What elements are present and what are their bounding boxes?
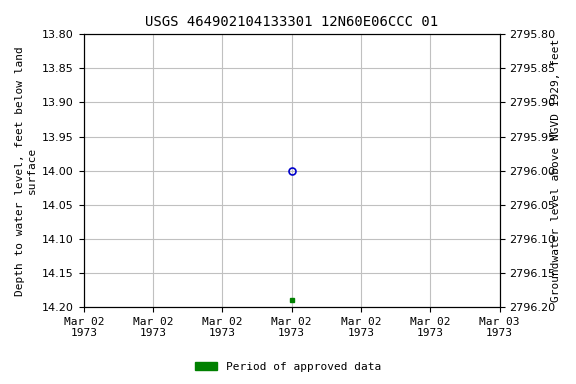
Y-axis label: Depth to water level, feet below land
surface: Depth to water level, feet below land su… (15, 46, 37, 296)
Y-axis label: Groundwater level above NGVD 1929, feet: Groundwater level above NGVD 1929, feet (551, 39, 561, 302)
Legend: Period of approved data: Period of approved data (191, 358, 385, 377)
Title: USGS 464902104133301 12N60E06CCC 01: USGS 464902104133301 12N60E06CCC 01 (145, 15, 438, 29)
